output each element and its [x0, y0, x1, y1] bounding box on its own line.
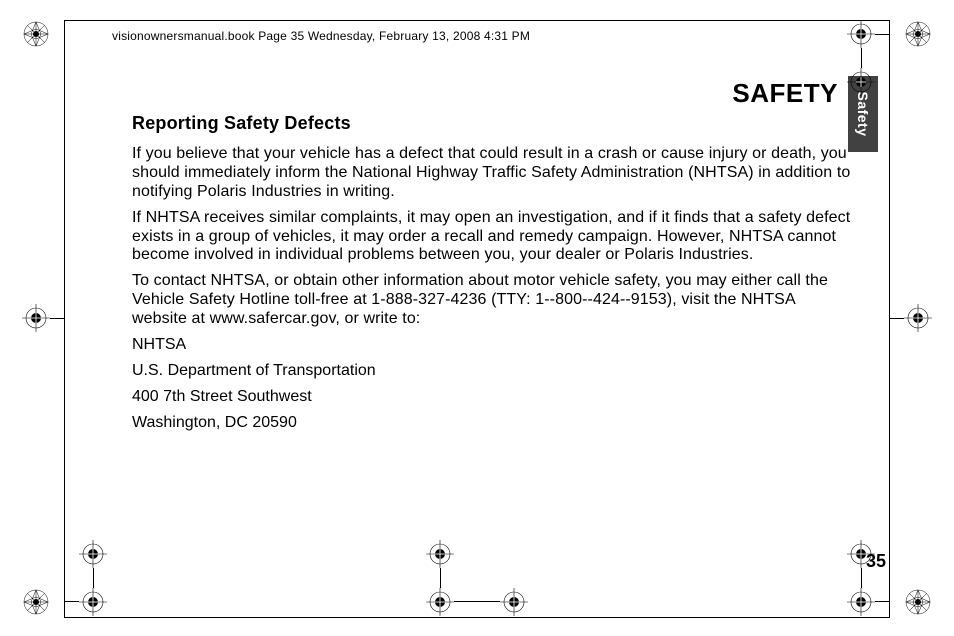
- reg-mark-target-icon: [79, 540, 107, 568]
- reg-mark-target-icon: [904, 304, 932, 332]
- reg-mark-star-icon: [904, 20, 932, 48]
- subtitle: Reporting Safety Defects: [132, 113, 852, 134]
- paragraph-2: If NHTSA receives similar complaints, it…: [132, 209, 852, 266]
- address-line-4: Washington, DC 20590: [132, 414, 852, 433]
- reg-leader: [440, 568, 441, 588]
- reg-mark-target-icon: [500, 588, 528, 616]
- reg-mark-target-icon: [426, 540, 454, 568]
- reg-mark-target-icon: [79, 588, 107, 616]
- reg-leader: [64, 601, 79, 602]
- reg-leader: [875, 34, 890, 35]
- reg-leader: [861, 48, 862, 68]
- header-meta: visionownersmanual.book Page 35 Wednesda…: [112, 29, 530, 43]
- reg-mark-target-icon: [847, 588, 875, 616]
- reg-mark-target-icon: [426, 588, 454, 616]
- reg-leader: [890, 318, 904, 319]
- address-line-1: NHTSA: [132, 336, 852, 355]
- reg-mark-star-icon: [904, 588, 932, 616]
- reg-mark-target-icon: [847, 68, 875, 96]
- reg-mark-target-icon: [847, 540, 875, 568]
- content-block: Reporting Safety Defects If you believe …: [132, 113, 852, 439]
- reg-mark-target-icon: [847, 20, 875, 48]
- reg-mark-star-icon: [22, 588, 50, 616]
- reg-leader: [875, 601, 890, 602]
- address-line-2: U.S. Department of Transportation: [132, 362, 852, 381]
- reg-leader: [93, 568, 94, 588]
- paragraph-1: If you believe that your vehicle has a d…: [132, 145, 852, 202]
- reg-mark-target-icon: [22, 304, 50, 332]
- side-tab-label: Safety: [855, 91, 871, 136]
- address-line-3: 400 7th Street Southwest: [132, 388, 852, 407]
- page-title: SAFETY: [732, 78, 838, 109]
- reg-leader: [861, 568, 862, 588]
- reg-leader: [50, 318, 64, 319]
- reg-mark-star-icon: [22, 20, 50, 48]
- paragraph-3: To contact NHTSA, or obtain other inform…: [132, 272, 852, 329]
- reg-leader: [454, 601, 500, 602]
